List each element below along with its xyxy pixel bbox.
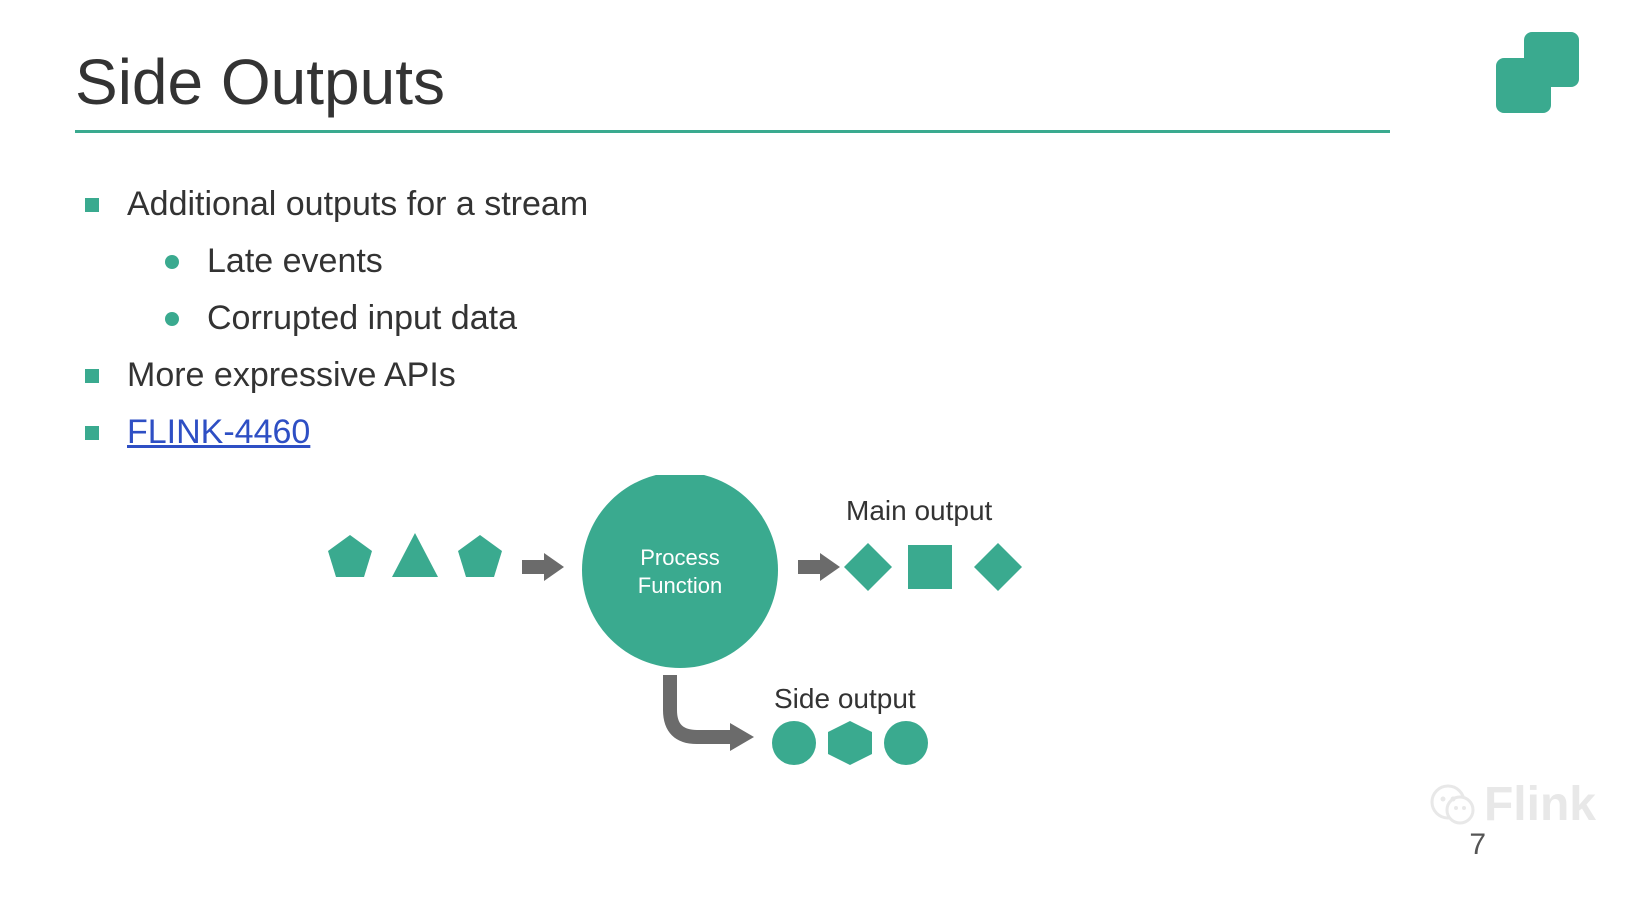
wechat-icon [1428,780,1478,830]
bullet-sub-item: Late events [165,242,588,281]
arrow-right-icon [798,553,840,581]
arrow-head-icon [730,723,754,751]
bullet-text: Late events [207,242,383,281]
flink-issue-link[interactable]: FLINK-4460 [127,413,310,452]
pentagon-icon [328,535,372,577]
square-icon [908,545,952,589]
main-output-label: Main output [846,495,992,527]
diamond-icon [974,543,1022,591]
slide-title: Side Outputs [75,45,445,119]
process-label-line2: Function [638,573,722,598]
bullet-text: Corrupted input data [207,299,517,338]
side-output-label: Side output [774,683,916,715]
watermark-text: Flink [1484,777,1596,832]
corner-squares-icon [1486,30,1586,135]
flink-watermark: Flink [1428,777,1596,832]
square-bullet-icon [85,426,99,440]
square-bullet-icon [85,198,99,212]
process-label-line1: Process [640,545,719,570]
process-function-diagram: Process Function Main output Side output [320,475,1070,825]
bullet-text: More expressive APIs [127,356,456,395]
title-underline [75,130,1390,133]
circle-icon [772,721,816,765]
triangle-icon [392,533,438,577]
process-function-node [582,475,778,668]
bullet-item: Additional outputs for a stream [85,185,588,224]
bullet-sub-item: Corrupted input data [165,299,588,338]
dot-bullet-icon [165,312,179,326]
dot-bullet-icon [165,255,179,269]
bullet-list: Additional outputs for a stream Late eve… [85,185,588,470]
circle-icon [884,721,928,765]
bullet-item: FLINK-4460 [85,413,588,452]
main-output-shapes [844,543,1022,591]
input-shapes [328,533,502,577]
bullet-text: Additional outputs for a stream [127,185,588,224]
page-number: 7 [1469,828,1486,862]
arrow-curved-down-icon [670,675,732,737]
bullet-item: More expressive APIs [85,356,588,395]
square-bullet-icon [85,369,99,383]
hexagon-icon [828,721,872,765]
arrow-right-icon [522,553,564,581]
pentagon-icon [458,535,502,577]
side-output-shapes [772,721,928,765]
diamond-icon [844,543,892,591]
